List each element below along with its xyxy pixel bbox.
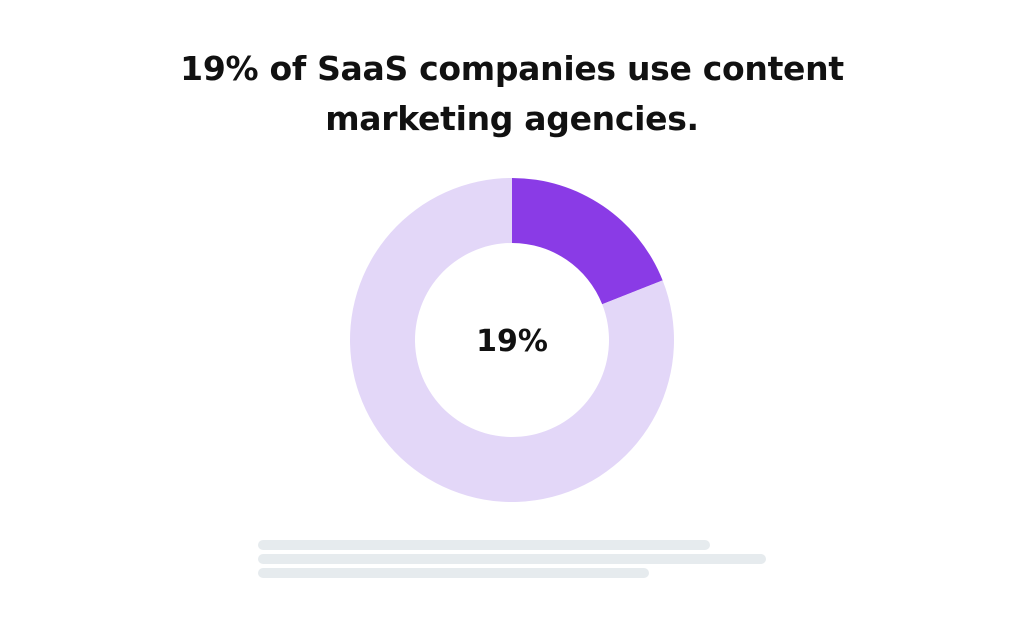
chart-title-line-2: marketing agencies. <box>325 99 699 138</box>
placeholder-line-1 <box>258 540 711 550</box>
placeholder-line-2 <box>258 554 766 564</box>
chart-title: 19% of SaaS companies use content market… <box>0 44 1024 144</box>
donut-slice-1 <box>512 178 663 305</box>
placeholder-line-3 <box>258 568 650 578</box>
donut-center-label: 19% <box>476 324 548 359</box>
donut-slices <box>350 178 674 503</box>
donut-slice-2 <box>350 178 674 503</box>
chart-title-line-1: 19% of SaaS companies use content <box>180 49 844 88</box>
donut-chart: 19% <box>350 178 674 503</box>
text-placeholder-lines <box>258 540 766 582</box>
